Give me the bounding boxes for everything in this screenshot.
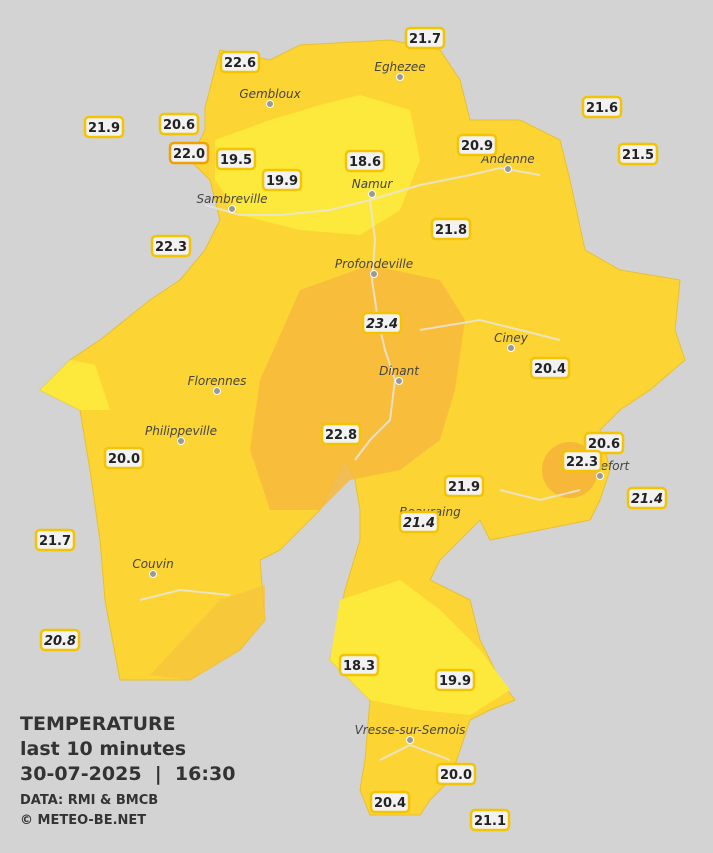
station-box (150, 234, 192, 258)
legend-subtitle: last 10 minutes (20, 738, 186, 760)
station-value: 19.9 (266, 174, 298, 189)
town-label: Profondeville (335, 257, 413, 271)
station-box (344, 149, 386, 173)
station-value: 22.3 (155, 240, 187, 255)
station-box (168, 141, 210, 165)
station-box (261, 168, 303, 192)
station-box (583, 431, 625, 455)
station-box (338, 653, 380, 677)
town-label: Couvin (132, 557, 173, 571)
station-box (369, 790, 411, 814)
station-value: 20.0 (108, 452, 140, 467)
town-dot (149, 570, 157, 578)
town-dot (406, 736, 414, 744)
station-box (529, 356, 571, 380)
station-box (215, 147, 257, 171)
station-box (626, 486, 668, 510)
station-box (469, 808, 511, 832)
station-value: 20.4 (534, 362, 566, 377)
station-box (443, 474, 485, 498)
warm-zone (250, 265, 465, 510)
warm-zone-south (150, 585, 265, 680)
station-box (434, 668, 476, 692)
station-value: 21.9 (88, 121, 120, 136)
town-dot (368, 190, 376, 198)
station-value: 21.8 (435, 223, 467, 238)
station-box (219, 50, 261, 74)
town-dot (213, 387, 221, 395)
station-box (34, 528, 76, 552)
station-box (361, 311, 403, 335)
station-box (581, 95, 623, 119)
station-box (456, 133, 498, 157)
station-value: 21.6 (586, 101, 618, 116)
town-dot (507, 344, 515, 352)
town-dot (370, 270, 378, 278)
legend-credit: © METEO-BE.NET (20, 813, 146, 828)
station-box (398, 510, 440, 534)
town-label: Philippeville (145, 424, 217, 438)
town-label: Sambreville (196, 192, 267, 206)
town-dot (228, 205, 236, 213)
station-value: 20.8 (44, 634, 76, 649)
station-value: 23.4 (366, 317, 398, 332)
town-dot (396, 73, 404, 81)
town-dot (504, 165, 512, 173)
station-value: 19.9 (439, 674, 471, 689)
legend-datetime: 30-07-2025 | 16:30 (20, 763, 235, 785)
town-dot (266, 100, 274, 108)
town-label: Gembloux (239, 87, 301, 101)
station-value: 19.5 (220, 153, 252, 168)
town-label: Ciney (494, 331, 529, 345)
legend-title: TEMPERATURE (20, 713, 176, 735)
town-label: Dinant (379, 364, 420, 378)
town-dot (395, 377, 403, 385)
station-value: 21.4 (631, 492, 663, 507)
station-box (404, 26, 446, 50)
legend-source: DATA: RMI & BMCB (20, 793, 158, 808)
station-value: 20.6 (588, 437, 620, 452)
station-box (83, 115, 125, 139)
town-dot (596, 472, 604, 480)
town-label: Namur (352, 177, 394, 191)
station-box (39, 628, 81, 652)
station-box (430, 217, 472, 241)
station-box (617, 142, 659, 166)
station-value: 21.7 (409, 32, 441, 47)
station-value: 22.3 (566, 455, 598, 470)
station-box (435, 762, 477, 786)
station-value: 20.6 (163, 118, 195, 133)
station-value: 22.6 (224, 56, 256, 71)
station-value: 20.9 (461, 139, 493, 154)
town-dot (177, 437, 185, 445)
town-label: Florennes (188, 374, 247, 388)
station-box (158, 112, 200, 136)
station-value: 22.0 (173, 147, 205, 162)
river (139, 166, 581, 761)
station-value: 18.3 (343, 659, 375, 674)
station-value: 20.0 (440, 768, 472, 783)
cool-zone-west (40, 360, 110, 410)
station-box (103, 446, 145, 470)
station-value: 21.1 (474, 814, 506, 829)
town-label: Vresse-sur-Semois (355, 723, 466, 737)
station-value: 18.6 (349, 155, 381, 170)
town-label: Eghezee (374, 60, 425, 74)
station-box (561, 449, 603, 473)
station-value: 21.7 (39, 534, 71, 549)
station-value: 21.5 (622, 148, 654, 163)
station-value: 21.4 (403, 516, 435, 531)
station-value: 22.8 (325, 428, 357, 443)
station-value: 20.4 (374, 796, 406, 811)
station-box (320, 422, 362, 446)
station-value: 21.9 (448, 480, 480, 495)
